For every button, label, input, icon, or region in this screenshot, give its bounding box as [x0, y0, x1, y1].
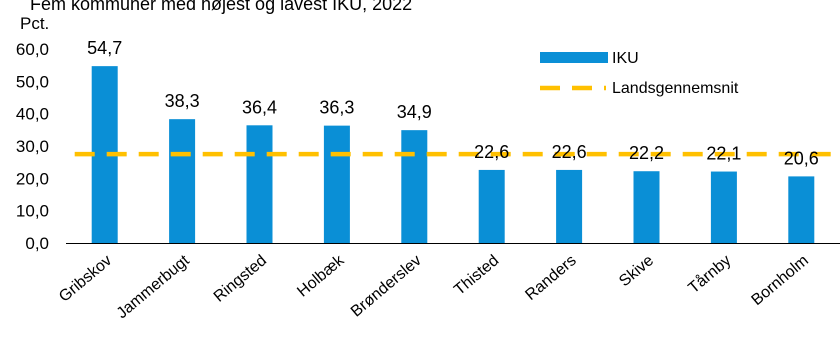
data-label: 38,3	[165, 91, 200, 111]
category-label: Brønderslev	[348, 252, 425, 320]
category-label: Skive	[616, 252, 657, 290]
y-tick-label: 0,0	[25, 234, 49, 253]
data-label: 22,1	[706, 144, 741, 164]
chart-title: Fem kommuner med højest og lavest IKU, 2…	[30, 0, 412, 14]
y-axis: 0,0 10,0 20,0 30,0 40,0 50,0 60,0	[16, 40, 49, 253]
data-label: 34,9	[397, 102, 432, 122]
category-label: Randers	[522, 252, 579, 304]
y-tick-label: 60,0	[16, 40, 49, 59]
bar-series-iku	[91, 66, 815, 244]
y-axis-unit-label: Pct.	[20, 14, 49, 33]
bar	[169, 119, 196, 243]
category-label: Thisted	[451, 252, 502, 299]
data-labels: 54,7 38,3 36,4 36,3 34,9 22,6 22,6 22,2 22,1 20,6	[87, 38, 819, 168]
bar	[478, 169, 505, 243]
category-label: Bornholm	[748, 252, 811, 309]
legend-label-landsgennemsnit: Landsgennemsnit	[612, 80, 739, 97]
data-label: 36,4	[242, 97, 277, 117]
legend-label-iku: IKU	[612, 50, 639, 67]
category-label: Ringsted	[211, 252, 270, 306]
bar	[323, 125, 350, 243]
legend-swatch-iku	[540, 52, 608, 63]
bar	[246, 125, 273, 243]
data-label: 20,6	[784, 148, 819, 168]
bar	[401, 130, 428, 243]
data-label: 22,2	[629, 143, 664, 163]
category-label: Jammerbugt	[114, 252, 193, 323]
data-label: 36,3	[319, 98, 354, 118]
y-tick-label: 20,0	[16, 169, 49, 188]
y-tick-label: 30,0	[16, 137, 49, 156]
data-label: 54,7	[87, 38, 122, 58]
y-tick-label: 40,0	[16, 105, 49, 124]
y-tick-label: 10,0	[16, 202, 49, 221]
y-tick-label: 50,0	[16, 72, 49, 91]
legend: IKU Landsgennemsnit	[540, 50, 739, 97]
bar	[788, 176, 815, 243]
bar	[556, 169, 583, 243]
data-label: 22,6	[474, 142, 509, 162]
category-label: Holbæk	[294, 251, 348, 300]
data-label: 22,6	[552, 142, 587, 162]
bar	[710, 171, 737, 243]
category-label: Tårnby	[685, 251, 735, 297]
bar	[633, 171, 660, 243]
category-label: Gribskov	[56, 252, 115, 306]
